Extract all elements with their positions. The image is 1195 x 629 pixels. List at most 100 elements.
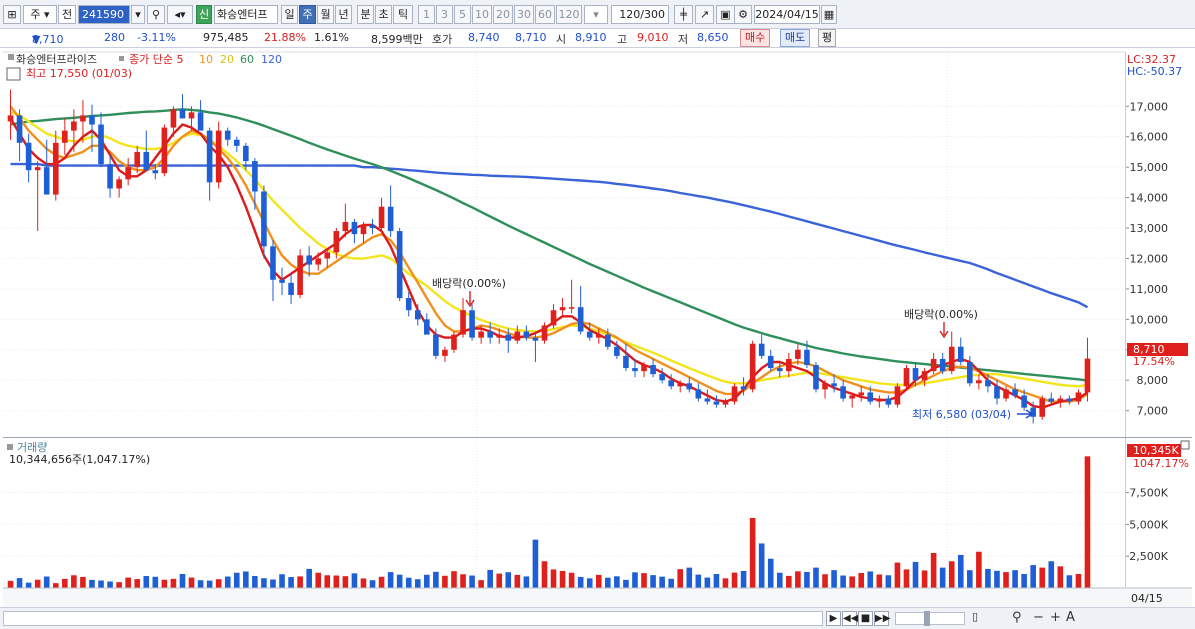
volume-bar <box>270 579 276 588</box>
zoom-out-icon[interactable]: − <box>1033 610 1044 625</box>
stock-name-field[interactable]: 화승엔터프 <box>214 5 278 24</box>
period-second[interactable]: 초 <box>375 5 392 24</box>
volume-bar <box>315 572 322 588</box>
turnover-pct: 21.88% <box>264 31 306 44</box>
open-label: 시 <box>556 33 567 46</box>
volume-bar <box>252 576 258 588</box>
volume-bar <box>632 572 638 588</box>
pane-divider <box>3 437 1192 438</box>
interval-3[interactable]: 3 <box>436 5 453 24</box>
high-label: 고 <box>617 33 628 46</box>
gear-icon[interactable]: ⚙ <box>734 5 752 24</box>
interval-1[interactable]: 1 <box>418 5 435 24</box>
period-minute[interactable]: 분 <box>357 5 374 24</box>
candle-body <box>994 386 1000 399</box>
rewind-icon[interactable]: ◀◀ <box>842 611 859 626</box>
indicator-table-icon[interactable] <box>6 67 21 81</box>
dividend-label-2: 배당락(0.00%) <box>904 308 978 321</box>
volume-bar <box>804 571 810 588</box>
volume-bar <box>1048 561 1055 588</box>
volume-bar <box>1084 456 1091 588</box>
code-dropdown-icon[interactable]: ▾ <box>131 5 145 24</box>
sell-order-button[interactable]: 매도 <box>780 29 811 47</box>
calendar-icon[interactable]: ▦ <box>821 5 837 24</box>
candle-body <box>387 206 394 232</box>
candle-body <box>804 349 810 366</box>
period-year[interactable]: 년 <box>335 5 352 24</box>
dividend-arrow-1-icon <box>465 291 475 308</box>
volume-bar <box>98 580 104 588</box>
interval-30[interactable]: 30 <box>514 5 534 24</box>
window-menu-icon[interactable]: ⊞ <box>3 5 21 24</box>
candle-body <box>351 221 358 235</box>
candle-body <box>577 307 584 332</box>
max-price-label: 최고 17,550 (01/03) <box>26 67 132 80</box>
period-tick[interactable]: 틱 <box>393 5 413 24</box>
zoom-slider[interactable] <box>895 611 965 626</box>
volume-bar <box>134 579 141 588</box>
volume-bar <box>62 578 68 588</box>
market-select[interactable]: 주 ▾ <box>23 5 57 24</box>
period-month[interactable]: 월 <box>317 5 334 24</box>
interval-20[interactable]: 20 <box>493 5 513 24</box>
candle-type-icon[interactable]: ╪ <box>674 5 693 24</box>
zoom-in-icon[interactable]: + <box>1050 610 1061 625</box>
price-tick-label: 13,000 <box>1130 222 1169 235</box>
stock-chart[interactable]: 17,000 16,000 15,000 14,000 13,000 12,000 11,0… <box>0 48 1195 607</box>
grid-layer <box>3 52 1125 588</box>
legend-stock-name: 화승엔터프라이즈 <box>16 53 97 66</box>
interval-10[interactable]: 10 <box>472 5 492 24</box>
zoom-search-icon[interactable]: ⚲ <box>1012 610 1022 625</box>
candle-body <box>976 380 982 384</box>
scroll-right-icon[interactable]: ▶ <box>826 611 841 626</box>
fast-forward-icon[interactable]: ▶▶ <box>874 611 891 626</box>
volume-bar <box>541 561 548 588</box>
zoom-slider-handle[interactable] <box>924 611 930 626</box>
candle-body <box>985 380 991 387</box>
candle-body <box>1003 389 1009 399</box>
volume-bar <box>903 569 910 588</box>
volume-bar <box>261 578 267 588</box>
interval-5[interactable]: 5 <box>454 5 471 24</box>
high-price: 9,010 <box>637 31 669 44</box>
horizontal-scrollbar[interactable] <box>3 611 823 626</box>
candle-body <box>261 191 267 247</box>
period-week[interactable]: 주 <box>299 5 316 24</box>
candle-body <box>1066 398 1073 402</box>
interval-120[interactable]: 120 <box>556 5 582 24</box>
volume-close-icon[interactable] <box>1180 440 1190 450</box>
speaker-icon[interactable]: ◂▾ <box>167 5 193 24</box>
stock-code-input[interactable]: 241590 <box>78 5 130 24</box>
volume-bar <box>523 576 530 588</box>
period-day[interactable]: 일 <box>281 5 298 24</box>
candle-body <box>740 386 747 390</box>
volume-bar <box>713 574 720 588</box>
candle-body <box>885 398 892 405</box>
volume-bar <box>550 569 557 588</box>
buy-order-button[interactable]: 매수 <box>740 29 771 47</box>
volume-bar <box>396 574 403 588</box>
stop-icon[interactable]: ■ <box>858 611 873 626</box>
volume-bar <box>170 578 177 588</box>
min-arrow-icon <box>1017 409 1034 419</box>
search-icon[interactable]: ⚲ <box>147 5 165 24</box>
text-size-icon[interactable]: A <box>1066 610 1075 625</box>
candle-body <box>71 121 77 131</box>
volume-bar <box>224 576 231 588</box>
min-price-label: 최저 6,580 (03/04) <box>912 408 1011 421</box>
date-input[interactable]: 2024/04/15 <box>754 5 820 24</box>
legend-ma60: 60 <box>240 53 254 66</box>
interval-dropdown[interactable]: ▾ <box>584 5 608 24</box>
period-select[interactable]: 전 <box>58 5 76 24</box>
interval-60[interactable]: 60 <box>535 5 555 24</box>
save-icon[interactable]: ▣ <box>716 5 735 24</box>
eval-button[interactable]: 평 <box>818 29 837 47</box>
volume-bar <box>161 579 168 588</box>
volume-bar <box>414 579 421 588</box>
zoom-fit-icon[interactable]: ▯ <box>972 610 979 623</box>
draw-line-icon[interactable]: ↗ <box>695 5 714 24</box>
candle-body <box>215 130 222 183</box>
count-display[interactable]: 120/300 <box>611 5 669 24</box>
candle-body <box>532 337 539 341</box>
candle-body <box>396 231 403 299</box>
